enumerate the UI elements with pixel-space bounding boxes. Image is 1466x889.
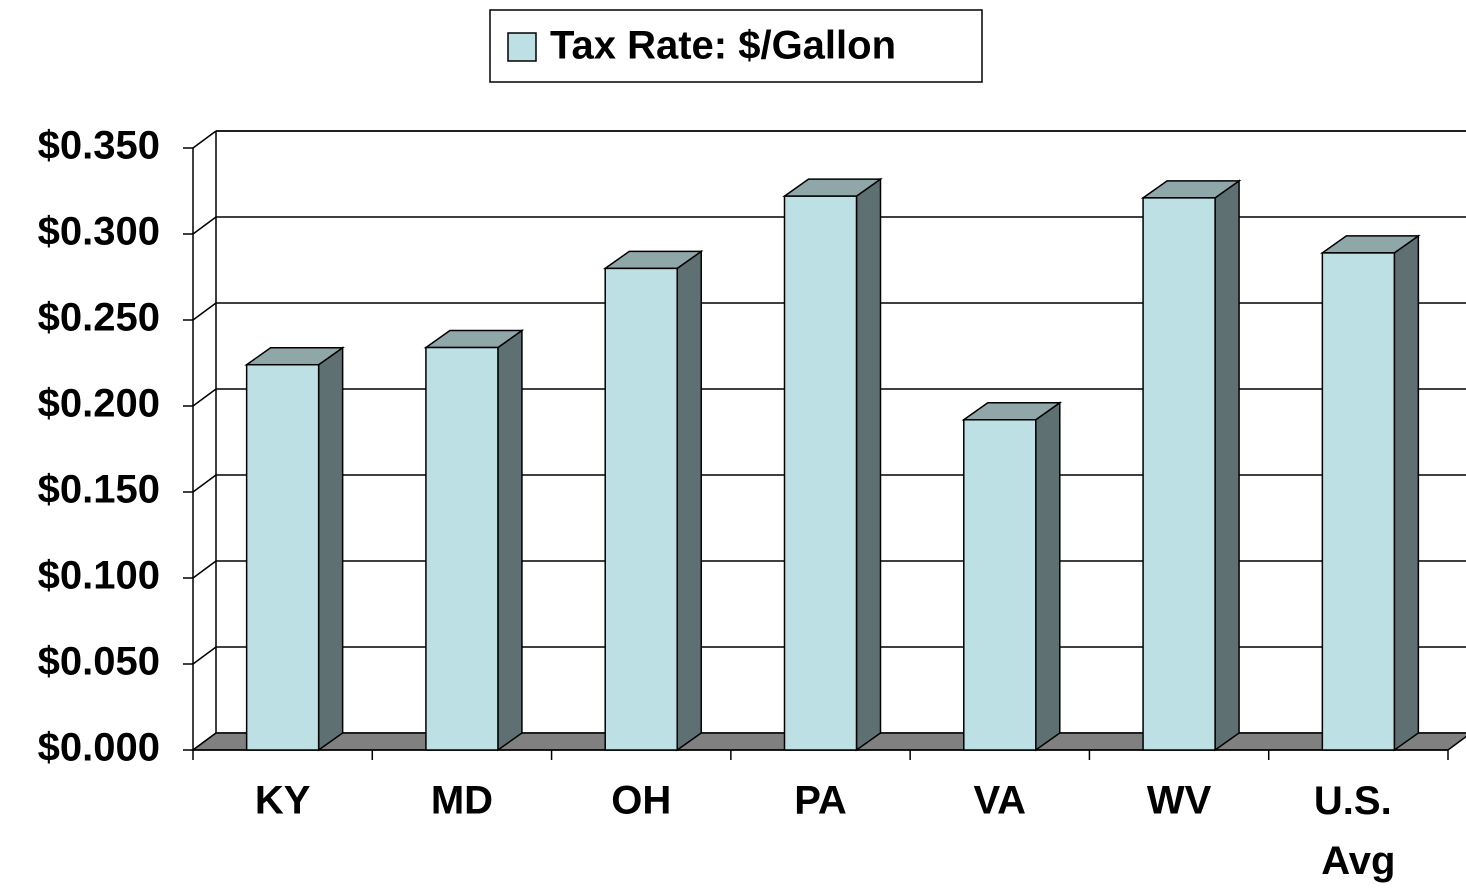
bar-side <box>1035 401 1061 752</box>
y-tick-label: $0.350 <box>38 124 160 168</box>
legend-swatch <box>507 32 537 62</box>
bar-side <box>497 329 523 752</box>
y-tick-label: $0.100 <box>38 554 160 598</box>
bar <box>963 419 1037 751</box>
bar-side <box>1214 179 1240 752</box>
grid-line-side <box>192 646 217 665</box>
grid-line-side <box>192 130 217 149</box>
x-tick-label: MD <box>431 779 493 823</box>
bar-side <box>676 249 702 752</box>
x-tick-label: WV <box>1147 779 1212 823</box>
x-tick-label: U.S. Avg <box>1314 779 1403 883</box>
bar-side <box>1393 234 1420 752</box>
y-tick-label: $0.150 <box>38 468 160 512</box>
bar-side <box>855 177 882 752</box>
bar-side <box>317 346 344 752</box>
bar <box>245 363 320 751</box>
grid-line-side <box>192 302 217 321</box>
bar <box>1321 252 1396 751</box>
y-tick-label: $0.200 <box>38 382 160 426</box>
legend-label: Tax Rate: $/Gallon <box>550 24 896 68</box>
grid-line-side <box>192 216 217 235</box>
grid-line-side <box>192 474 217 493</box>
legend-box <box>489 9 983 83</box>
x-tick-label: KY <box>255 779 311 823</box>
x-tick-label: VA <box>973 779 1026 823</box>
bar <box>783 195 858 751</box>
y-tick-label: $0.300 <box>38 210 160 254</box>
y-tick-label: $0.050 <box>38 640 160 684</box>
y-tick-label: $0.250 <box>38 296 160 340</box>
bar <box>425 346 499 751</box>
grid-line-side <box>192 560 217 579</box>
bar <box>604 267 678 751</box>
bar <box>1142 197 1216 751</box>
x-tick-label: PA <box>794 779 847 823</box>
grid-line-side <box>192 388 217 407</box>
y-tick-label: $0.000 <box>38 726 160 770</box>
x-tick-label: OH <box>611 779 671 823</box>
